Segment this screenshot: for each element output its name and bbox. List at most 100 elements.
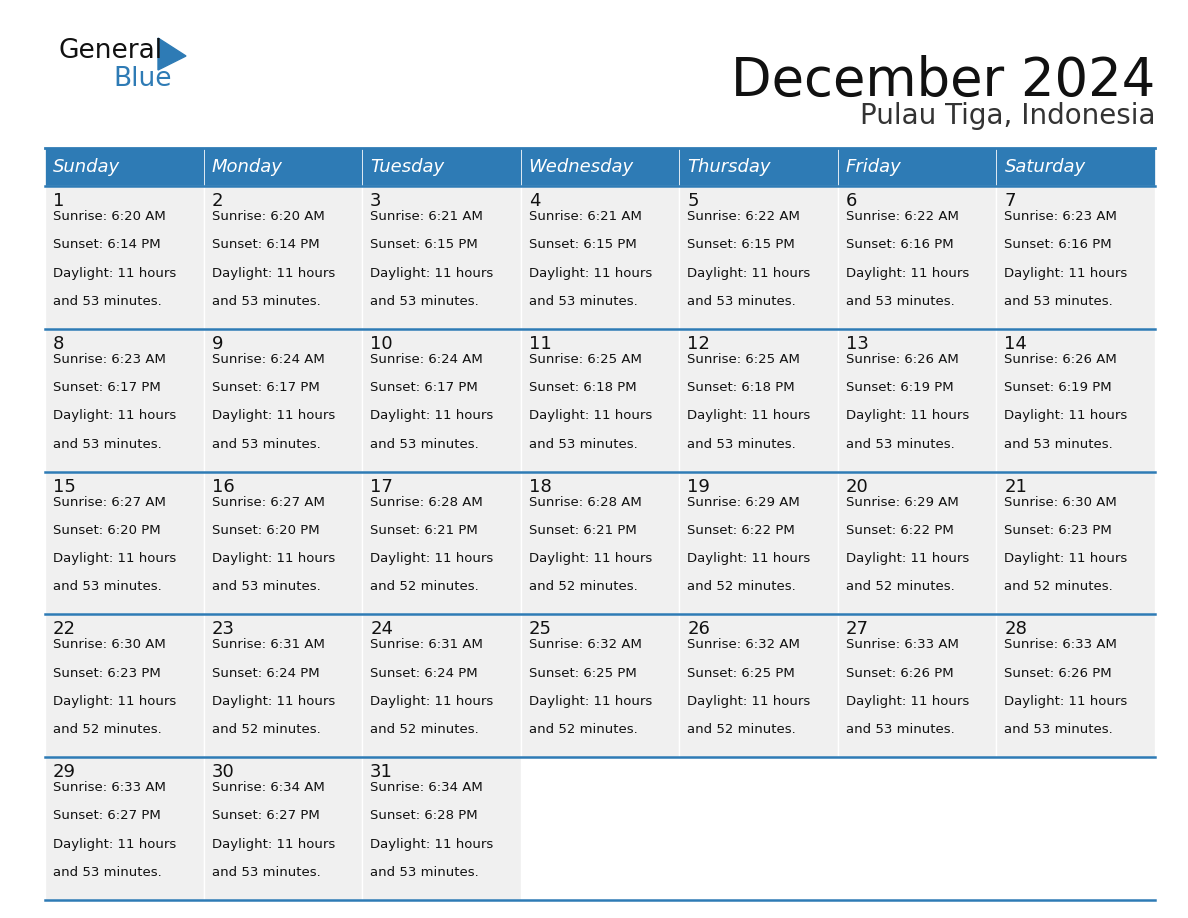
Text: Sunrise: 6:23 AM: Sunrise: 6:23 AM	[1004, 210, 1117, 223]
Text: Daylight: 11 hours: Daylight: 11 hours	[53, 409, 176, 422]
Bar	[997, 148, 1155, 186]
Text: Sunset: 6:21 PM: Sunset: 6:21 PM	[529, 524, 637, 537]
Text: 20: 20	[846, 477, 868, 496]
Text: Daylight: 11 hours: Daylight: 11 hours	[211, 266, 335, 280]
Text: Sunrise: 6:30 AM: Sunrise: 6:30 AM	[1004, 496, 1117, 509]
Bar	[997, 614, 1155, 757]
Text: and 53 minutes.: and 53 minutes.	[53, 438, 162, 451]
Text: Sunrise: 6:28 AM: Sunrise: 6:28 AM	[371, 496, 482, 509]
Text: 1: 1	[53, 192, 64, 210]
Text: Sunrise: 6:20 AM: Sunrise: 6:20 AM	[53, 210, 166, 223]
Text: 30: 30	[211, 763, 234, 781]
Text: and 53 minutes.: and 53 minutes.	[1004, 438, 1113, 451]
Text: and 52 minutes.: and 52 minutes.	[1004, 580, 1113, 593]
Text: 22: 22	[53, 621, 76, 638]
Text: Daylight: 11 hours: Daylight: 11 hours	[529, 552, 652, 565]
Text: Sunrise: 6:26 AM: Sunrise: 6:26 AM	[846, 353, 959, 365]
Text: Daylight: 11 hours: Daylight: 11 hours	[371, 266, 493, 280]
Text: Daylight: 11 hours: Daylight: 11 hours	[529, 409, 652, 422]
Text: and 52 minutes.: and 52 minutes.	[846, 580, 955, 593]
Text: Daylight: 11 hours: Daylight: 11 hours	[846, 552, 969, 565]
Text: Daylight: 11 hours: Daylight: 11 hours	[846, 695, 969, 708]
Text: Sunset: 6:24 PM: Sunset: 6:24 PM	[211, 666, 320, 679]
Text: Sunset: 6:23 PM: Sunset: 6:23 PM	[53, 666, 160, 679]
Polygon shape	[158, 38, 187, 70]
Text: Sunrise: 6:21 AM: Sunrise: 6:21 AM	[371, 210, 484, 223]
Text: Friday: Friday	[846, 158, 902, 176]
Bar	[680, 148, 838, 186]
Text: Sunset: 6:15 PM: Sunset: 6:15 PM	[688, 239, 795, 252]
Text: and 52 minutes.: and 52 minutes.	[529, 723, 638, 736]
Bar	[45, 472, 203, 614]
Text: Sunset: 6:15 PM: Sunset: 6:15 PM	[529, 239, 637, 252]
Bar	[838, 614, 997, 757]
Bar	[680, 186, 838, 329]
Bar	[838, 186, 997, 329]
Bar	[203, 614, 362, 757]
Text: Sunset: 6:20 PM: Sunset: 6:20 PM	[211, 524, 320, 537]
Bar	[520, 472, 680, 614]
Text: 3: 3	[371, 192, 381, 210]
Text: General: General	[58, 38, 162, 64]
Text: Sunset: 6:19 PM: Sunset: 6:19 PM	[1004, 381, 1112, 394]
Text: Sunrise: 6:34 AM: Sunrise: 6:34 AM	[211, 781, 324, 794]
Text: and 52 minutes.: and 52 minutes.	[53, 723, 162, 736]
Text: 7: 7	[1004, 192, 1016, 210]
Text: and 53 minutes.: and 53 minutes.	[211, 295, 321, 308]
Text: Sunrise: 6:28 AM: Sunrise: 6:28 AM	[529, 496, 642, 509]
Text: Sunrise: 6:25 AM: Sunrise: 6:25 AM	[688, 353, 801, 365]
Text: Pulau Tiga, Indonesia: Pulau Tiga, Indonesia	[859, 102, 1155, 130]
Bar	[45, 148, 203, 186]
Text: Daylight: 11 hours: Daylight: 11 hours	[846, 409, 969, 422]
Bar	[203, 757, 362, 900]
Text: Daylight: 11 hours: Daylight: 11 hours	[688, 552, 810, 565]
Text: and 53 minutes.: and 53 minutes.	[846, 295, 955, 308]
Text: Sunset: 6:27 PM: Sunset: 6:27 PM	[211, 810, 320, 823]
Text: Sunset: 6:24 PM: Sunset: 6:24 PM	[371, 666, 478, 679]
Bar	[680, 614, 838, 757]
Text: Sunset: 6:25 PM: Sunset: 6:25 PM	[688, 666, 795, 679]
Text: Tuesday: Tuesday	[371, 158, 444, 176]
Text: Sunrise: 6:22 AM: Sunrise: 6:22 AM	[846, 210, 959, 223]
Bar	[203, 148, 362, 186]
Text: and 53 minutes.: and 53 minutes.	[846, 438, 955, 451]
Bar	[520, 329, 680, 472]
Text: Daylight: 11 hours: Daylight: 11 hours	[688, 266, 810, 280]
Text: Sunrise: 6:34 AM: Sunrise: 6:34 AM	[371, 781, 482, 794]
Text: Sunday: Sunday	[53, 158, 120, 176]
Text: Daylight: 11 hours: Daylight: 11 hours	[371, 409, 493, 422]
Text: Sunrise: 6:29 AM: Sunrise: 6:29 AM	[688, 496, 800, 509]
Text: Daylight: 11 hours: Daylight: 11 hours	[211, 695, 335, 708]
Bar	[362, 148, 520, 186]
Text: Wednesday: Wednesday	[529, 158, 634, 176]
Text: Sunrise: 6:27 AM: Sunrise: 6:27 AM	[53, 496, 166, 509]
Text: Sunrise: 6:26 AM: Sunrise: 6:26 AM	[1004, 353, 1117, 365]
Text: 11: 11	[529, 335, 551, 353]
Bar	[362, 186, 520, 329]
Text: Sunrise: 6:33 AM: Sunrise: 6:33 AM	[846, 638, 959, 652]
Text: Daylight: 11 hours: Daylight: 11 hours	[529, 695, 652, 708]
Text: Monday: Monday	[211, 158, 283, 176]
Text: December 2024: December 2024	[731, 55, 1155, 107]
Text: Sunset: 6:15 PM: Sunset: 6:15 PM	[371, 239, 478, 252]
Text: 6: 6	[846, 192, 858, 210]
Text: and 53 minutes.: and 53 minutes.	[846, 723, 955, 736]
Text: Sunset: 6:18 PM: Sunset: 6:18 PM	[688, 381, 795, 394]
Text: 12: 12	[688, 335, 710, 353]
Bar	[203, 329, 362, 472]
Text: 9: 9	[211, 335, 223, 353]
Text: Sunset: 6:22 PM: Sunset: 6:22 PM	[688, 524, 795, 537]
Text: 31: 31	[371, 763, 393, 781]
Text: Daylight: 11 hours: Daylight: 11 hours	[211, 409, 335, 422]
Bar	[45, 757, 203, 900]
Text: 25: 25	[529, 621, 551, 638]
Text: Sunset: 6:25 PM: Sunset: 6:25 PM	[529, 666, 637, 679]
Bar	[362, 614, 520, 757]
Text: 19: 19	[688, 477, 710, 496]
Text: 16: 16	[211, 477, 234, 496]
Bar	[203, 472, 362, 614]
Text: and 53 minutes.: and 53 minutes.	[1004, 295, 1113, 308]
Text: Sunrise: 6:25 AM: Sunrise: 6:25 AM	[529, 353, 642, 365]
Text: and 53 minutes.: and 53 minutes.	[211, 580, 321, 593]
Bar	[362, 472, 520, 614]
